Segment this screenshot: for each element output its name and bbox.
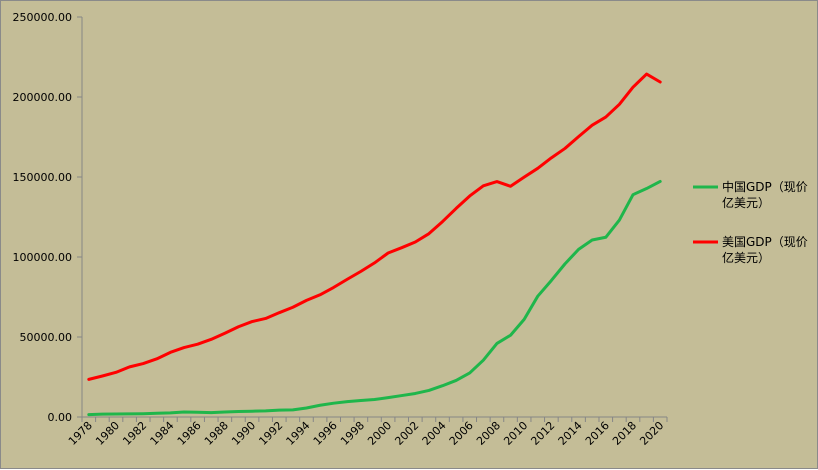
x-tick-label: 2006	[447, 419, 476, 448]
x-tick-label: 2000	[365, 419, 394, 448]
x-tick-label: 1984	[148, 419, 177, 448]
legend-label-1: 亿美元）	[722, 250, 770, 265]
legend-label-1: 美国GDP（现价	[722, 235, 808, 249]
x-tick-label: 1988	[202, 419, 231, 448]
x-tick-label: 1998	[338, 419, 367, 448]
x-tick-label: 2008	[474, 419, 503, 448]
y-tick-label: 250000.00	[13, 11, 73, 24]
x-tick-label: 2014	[556, 419, 585, 448]
y-tick-label: 200000.00	[13, 91, 73, 104]
legend-label-0: 中国GDP（现价	[722, 179, 808, 194]
x-axis: 1978198019821984198619881990199219941996…	[66, 416, 668, 448]
y-tick-label: 0.00	[48, 411, 73, 424]
series-line-1	[87, 72, 662, 381]
x-tick-label: 2018	[610, 419, 639, 448]
y-axis: 0.00 50000.00 100000.00 150000.00 200000.00 2…	[13, 11, 83, 424]
x-tick-label: 1992	[256, 419, 285, 448]
x-tick-label: 1986	[175, 419, 204, 448]
series-layer	[87, 72, 662, 417]
x-tick-label: 2016	[583, 419, 612, 448]
x-tick-label: 2004	[420, 419, 449, 448]
y-tick-label: 150000.00	[13, 171, 73, 184]
x-tick-label: 2020	[637, 419, 666, 448]
x-tick-label: 2002	[392, 419, 421, 448]
x-tick-label: 1996	[311, 419, 340, 448]
x-tick-label: 2012	[528, 419, 557, 448]
x-tick-label: 1982	[120, 419, 149, 448]
y-tick-label: 50000.00	[20, 331, 73, 344]
x-tick-label: 1990	[229, 419, 258, 448]
series-line-0	[87, 179, 662, 417]
x-tick-label: 1994	[284, 419, 313, 448]
y-tick-label: 100000.00	[13, 251, 73, 264]
legend-label-0: 亿美元）	[722, 195, 770, 210]
x-tick-label: 2010	[501, 419, 530, 448]
x-tick-label: 1980	[93, 419, 122, 448]
